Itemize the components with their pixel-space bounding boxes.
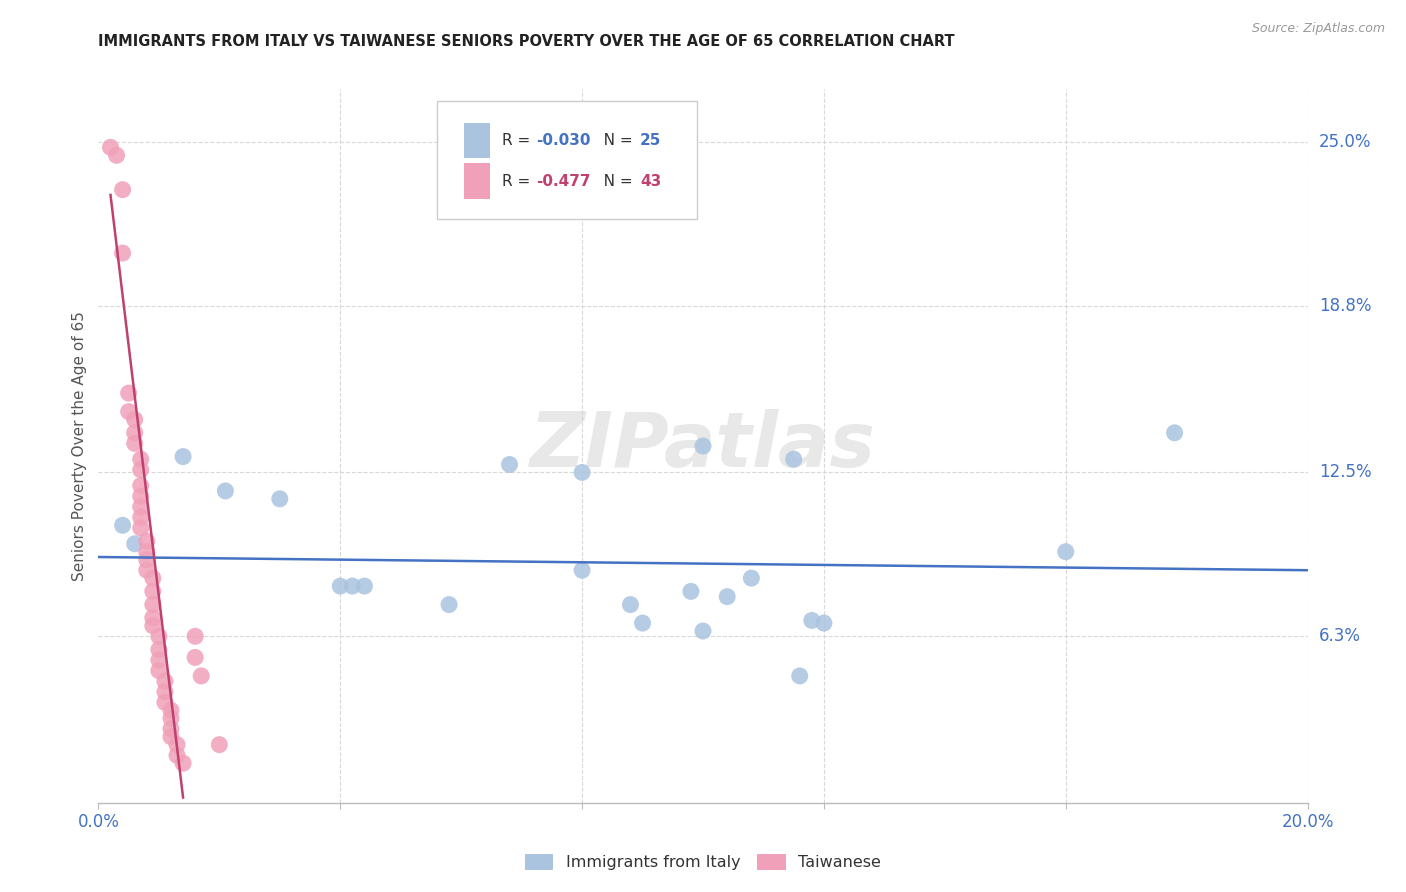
Point: [142, 571, 165, 585]
Point: [631, 616, 654, 631]
Point: [571, 466, 593, 480]
FancyBboxPatch shape: [437, 102, 697, 219]
Point: [142, 618, 165, 632]
Point: [153, 695, 176, 709]
Point: [135, 552, 157, 566]
Point: [214, 483, 236, 498]
Point: [148, 629, 170, 643]
Point: [105, 148, 128, 162]
Point: [129, 463, 152, 477]
Point: [498, 458, 520, 472]
Point: [740, 571, 762, 585]
Point: [124, 537, 146, 551]
Point: [437, 598, 460, 612]
Point: [111, 518, 134, 533]
Point: [142, 598, 165, 612]
Text: R =: R =: [502, 133, 536, 148]
Point: [208, 738, 231, 752]
Point: [353, 579, 375, 593]
Point: [135, 534, 157, 549]
Text: 43: 43: [640, 174, 661, 189]
Point: [342, 579, 364, 593]
Point: [118, 386, 141, 401]
Text: 6.3%: 6.3%: [1319, 627, 1361, 645]
Point: [129, 500, 152, 514]
Text: 18.8%: 18.8%: [1319, 297, 1371, 315]
Point: [111, 183, 134, 197]
Text: ZIPatlas: ZIPatlas: [530, 409, 876, 483]
Point: [124, 436, 146, 450]
Point: [153, 685, 176, 699]
Point: [692, 439, 714, 453]
Text: 12.5%: 12.5%: [1319, 464, 1371, 482]
Point: [148, 642, 170, 657]
Point: [129, 521, 152, 535]
Point: [142, 584, 165, 599]
Point: [619, 598, 641, 612]
Point: [129, 478, 152, 492]
Point: [153, 674, 176, 689]
FancyBboxPatch shape: [464, 123, 491, 159]
Point: [124, 425, 146, 440]
Point: [782, 452, 804, 467]
Point: [135, 563, 157, 577]
Point: [172, 450, 194, 464]
Point: [142, 611, 165, 625]
Point: [160, 730, 183, 744]
Point: [184, 629, 207, 643]
Point: [118, 404, 141, 418]
Point: [129, 452, 152, 467]
Point: [190, 669, 212, 683]
Point: [135, 545, 157, 559]
Point: [129, 510, 152, 524]
Point: [160, 711, 183, 725]
Point: [692, 624, 714, 638]
Point: [269, 491, 291, 506]
Text: -0.030: -0.030: [536, 133, 591, 148]
Point: [100, 140, 122, 154]
Point: [1163, 425, 1185, 440]
Point: [184, 650, 207, 665]
Point: [679, 584, 702, 599]
Legend: Immigrants from Italy, Taiwanese: Immigrants from Italy, Taiwanese: [519, 848, 887, 877]
Text: -0.477: -0.477: [536, 174, 591, 189]
Point: [1054, 545, 1077, 559]
Point: [148, 653, 170, 667]
Point: [789, 669, 811, 683]
Point: [129, 489, 152, 503]
Point: [166, 738, 188, 752]
Point: [160, 722, 183, 736]
Text: IMMIGRANTS FROM ITALY VS TAIWANESE SENIORS POVERTY OVER THE AGE OF 65 CORRELATIO: IMMIGRANTS FROM ITALY VS TAIWANESE SENIO…: [98, 34, 955, 49]
Point: [571, 563, 593, 577]
Text: Source: ZipAtlas.com: Source: ZipAtlas.com: [1251, 22, 1385, 36]
FancyBboxPatch shape: [464, 163, 491, 199]
Point: [800, 614, 823, 628]
Text: 25.0%: 25.0%: [1319, 133, 1371, 151]
Point: [148, 664, 170, 678]
Text: N =: N =: [589, 174, 638, 189]
Text: R =: R =: [502, 174, 536, 189]
Point: [160, 703, 183, 717]
Text: N =: N =: [589, 133, 638, 148]
Point: [329, 579, 352, 593]
Text: 25: 25: [640, 133, 661, 148]
Point: [813, 616, 835, 631]
Point: [124, 412, 146, 426]
Y-axis label: Seniors Poverty Over the Age of 65: Seniors Poverty Over the Age of 65: [72, 311, 87, 581]
Point: [111, 246, 134, 260]
Point: [166, 748, 188, 763]
Point: [716, 590, 738, 604]
Point: [172, 756, 194, 771]
